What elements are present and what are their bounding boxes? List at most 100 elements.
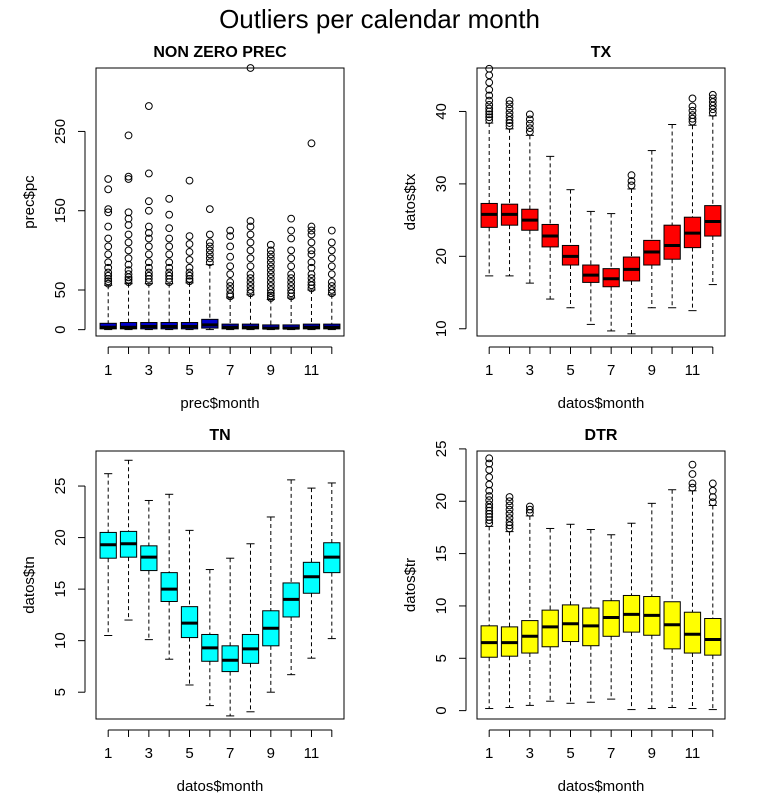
y-tick-label: 25 (52, 478, 69, 495)
box-month-6 (201, 569, 219, 707)
outlier-point (185, 240, 194, 248)
outlier-point (185, 248, 194, 256)
plot-frame (476, 450, 726, 720)
outlier-point (485, 110, 494, 119)
outlier-point (505, 100, 514, 109)
box-month-2 (500, 493, 519, 708)
outlier-point (688, 106, 697, 115)
outlier-point (266, 286, 275, 294)
outlier-point (124, 254, 133, 263)
box-month-1 (480, 64, 498, 277)
y-tick-label: 5 (433, 654, 450, 662)
outlier-point (485, 96, 494, 105)
outlier-point (144, 242, 153, 251)
box-month-1 (480, 454, 498, 710)
outlier-point (205, 246, 214, 255)
x-tick-label: 11 (304, 745, 320, 762)
outlier-point (266, 266, 275, 275)
x-tick-label: 3 (145, 362, 153, 379)
y-axis-label: prec$pc (21, 175, 38, 229)
outlier-point (246, 238, 255, 247)
outlier-point (144, 206, 153, 215)
outlier-point (505, 509, 514, 518)
x-tick-label: 3 (145, 745, 153, 762)
outlier-point (165, 210, 174, 219)
outlier-point (165, 250, 174, 259)
box-month-7 (602, 534, 620, 700)
outlier-point (185, 232, 194, 240)
panel-title: TX (591, 44, 612, 61)
outlier-point (144, 258, 153, 267)
outlier-point (525, 502, 534, 511)
outlier-point (104, 279, 113, 288)
box-month-9 (262, 516, 280, 693)
box-month-6 (582, 529, 600, 703)
box-month-12 (323, 226, 341, 331)
plot-frame (95, 450, 345, 720)
x-tick-label: 5 (566, 745, 574, 762)
outlier-point (485, 104, 494, 113)
y-axis-label: datos$tr (402, 558, 419, 612)
box-month-5 (561, 523, 580, 704)
outlier-point (525, 119, 534, 128)
x-tick-label: 3 (526, 362, 534, 379)
outlier-point (505, 122, 514, 130)
outlier-point (327, 254, 336, 263)
box-month-2 (500, 96, 519, 277)
y-tick-label: 50 (52, 282, 69, 299)
outlier-point (165, 194, 174, 203)
outlier-point (485, 500, 494, 509)
box-month-12 (323, 482, 341, 640)
outlier-point (485, 516, 494, 524)
outlier-point (246, 222, 255, 231)
outlier-point (327, 262, 336, 271)
panel-title: TN (209, 427, 230, 444)
outlier-point (246, 254, 255, 263)
outlier-point (505, 514, 514, 522)
outlier-point (124, 275, 133, 284)
outlier-point (708, 94, 717, 103)
outlier-point (307, 274, 316, 283)
outlier-point (226, 232, 235, 240)
outlier-point (246, 270, 255, 279)
outlier-point (266, 294, 275, 302)
x-tick-label: 5 (185, 745, 193, 762)
outlier-point (505, 112, 514, 121)
x-axis-label: datos$month (558, 395, 645, 412)
x-tick-label: 11 (685, 362, 701, 379)
outlier-point (505, 521, 514, 530)
outlier-point (688, 479, 697, 488)
y-tick-label: 25 (433, 441, 450, 458)
box-month-9 (262, 240, 280, 331)
outlier-point (165, 263, 174, 272)
outlier-point (287, 282, 296, 290)
box-month-1 (99, 473, 117, 637)
box-month-6 (201, 205, 219, 331)
box-month-7 (602, 213, 620, 332)
outlier-point (525, 115, 534, 124)
outlier-point (185, 255, 194, 264)
outlier-point (505, 518, 514, 527)
outlier-point (124, 214, 133, 223)
outlier-point (226, 262, 235, 271)
outlier-point (124, 208, 133, 217)
outlier-point (485, 91, 494, 100)
outlier-point (287, 270, 296, 279)
outlier-point (485, 473, 494, 482)
outlier-point (266, 291, 275, 300)
outlier-point (266, 270, 275, 279)
box-month-8 (622, 522, 641, 711)
outlier-point (226, 282, 235, 290)
outlier-point (144, 102, 153, 110)
outlier-point (505, 96, 514, 105)
outlier-point (185, 271, 194, 280)
box-month-2 (119, 131, 138, 331)
outlier-point (104, 242, 113, 251)
box-month-10 (663, 489, 681, 708)
outlier-point (185, 268, 194, 277)
x-axis-label: datos$month (558, 778, 645, 795)
outlier-point (104, 268, 113, 277)
outlier-point (266, 274, 275, 283)
x-tick-label: 1 (104, 362, 112, 379)
